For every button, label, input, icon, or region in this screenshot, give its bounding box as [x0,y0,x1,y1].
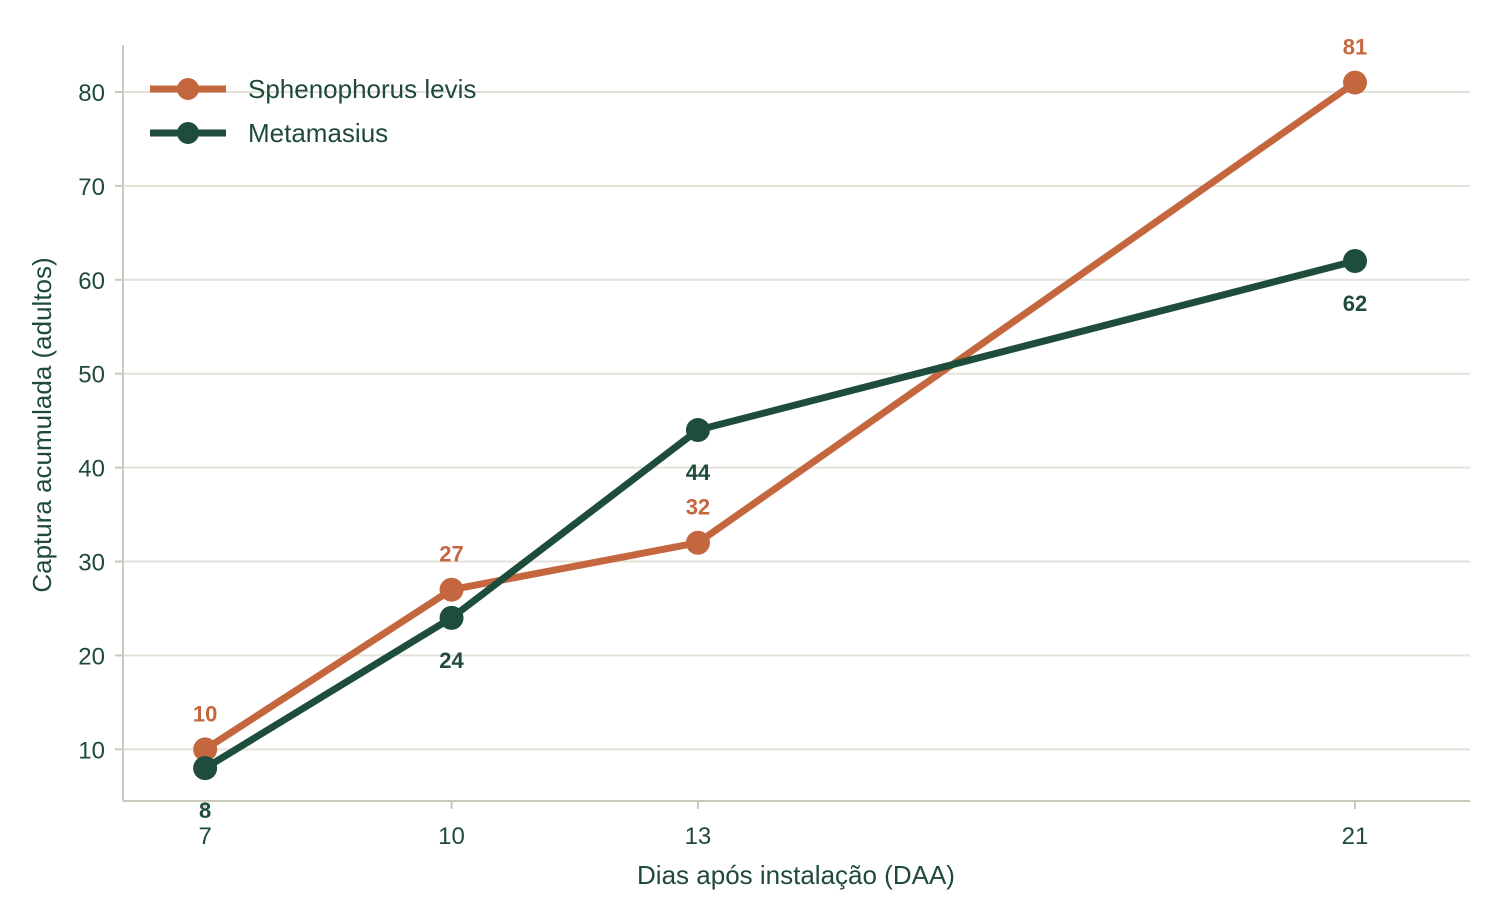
data-labels: 10 27 32 81 8 24 44 62 [193,35,1367,824]
legend-label-sphenophorus: Sphenophorus levis [248,74,476,104]
legend: Sphenophorus levis Metamasius [150,74,476,148]
x-ticks: 7 10 13 21 [198,801,1368,850]
data-point-sphenophorus [1343,70,1368,95]
y-tick-label: 10 [78,737,105,764]
x-tick-label: 13 [685,823,712,850]
series-group [193,70,1368,781]
legend-label-metamasius: Metamasius [248,118,388,148]
data-point-sphenophorus [193,737,218,762]
axes [122,45,1470,802]
y-ticks: 10 20 30 40 50 60 70 80 [78,80,123,764]
x-tick-label: 10 [438,823,465,850]
data-label-metamasius: 44 [686,460,711,485]
y-tick-label: 50 [78,362,105,389]
data-label-sphenophorus: 81 [1343,35,1367,60]
grid-lines [123,90,1470,751]
y-tick-label: 40 [78,456,105,483]
data-label-sphenophorus: 32 [686,495,710,520]
data-label-metamasius: 24 [439,648,464,673]
legend-item-sphenophorus: Sphenophorus levis [150,74,476,104]
y-tick-label: 80 [78,80,105,107]
series-line-sphenophorus [201,79,1359,753]
y-tick-label: 70 [78,174,105,201]
data-label-metamasius: 62 [1343,291,1367,316]
data-point-metamasius [1343,249,1368,273]
legend-item-metamasius: Metamasius [150,118,388,148]
data-point-metamasius [685,418,710,443]
x-tick-label: 7 [198,823,211,850]
data-label-metamasius: 8 [199,798,211,823]
data-point-sphenophorus [685,530,710,555]
data-point-metamasius [439,605,464,630]
legend-marker-sphenophorus [177,78,199,100]
x-axis-title: Dias após instalação (DAA) [637,860,955,890]
data-point-metamasius [193,756,218,781]
data-point-sphenophorus [439,577,464,602]
y-tick-label: 30 [78,550,105,577]
y-tick-label: 20 [78,643,105,670]
y-tick-label: 60 [78,268,105,295]
legend-marker-metamasius [177,122,199,144]
data-label-sphenophorus: 27 [439,542,463,567]
y-axis-title: Captura acumulada (adultos) [27,257,57,592]
x-tick-label: 21 [1342,823,1369,850]
series-line-metamasius [201,257,1359,772]
data-label-sphenophorus: 10 [193,701,217,726]
